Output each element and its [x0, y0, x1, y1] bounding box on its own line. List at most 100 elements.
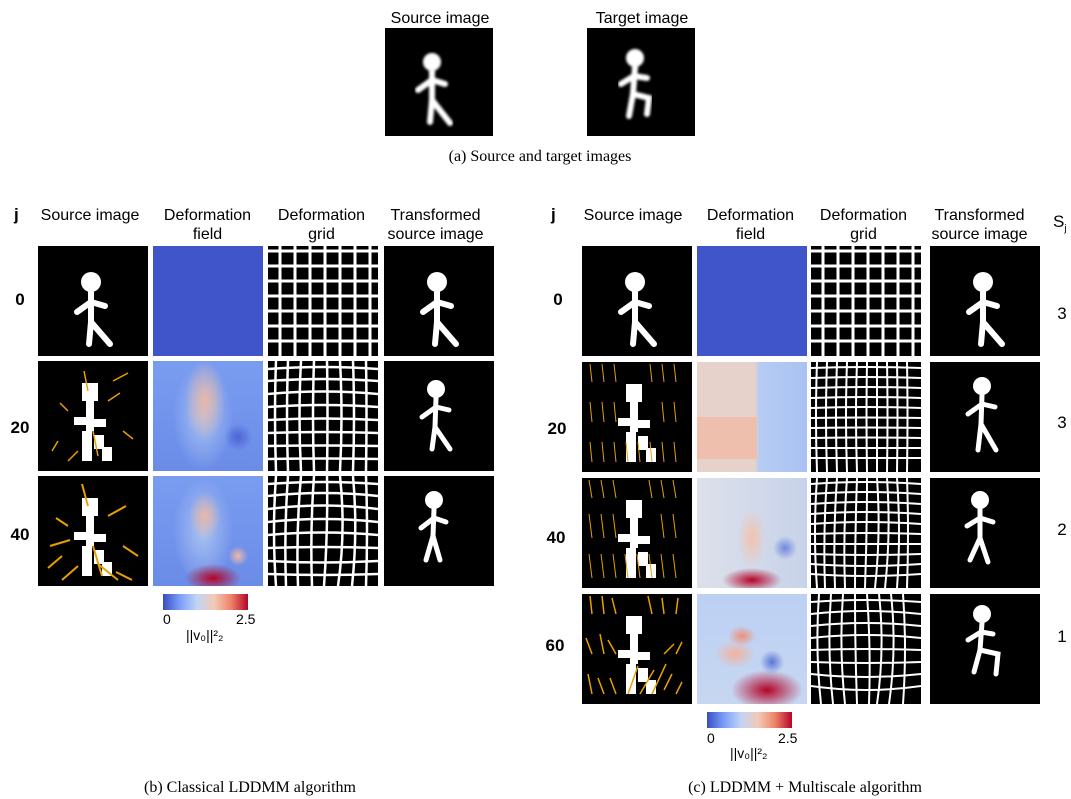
- c-col-transformed: Transformed source image: [922, 206, 1037, 244]
- b-row-label-40: 40: [10, 525, 30, 544]
- c-col-transformed-l2: source image: [931, 226, 1028, 243]
- b-field-40: [153, 476, 263, 586]
- b-colorbar-label: ||v₀||²₂: [186, 627, 224, 643]
- pixelated-figure-with-arrows: [51, 370, 134, 462]
- c-source-0: [582, 246, 692, 356]
- stick-figure-target: [618, 49, 653, 119]
- pixelated-figure-with-arrows: [47, 483, 139, 581]
- pixelated-figure-with-arrows: [588, 479, 677, 579]
- stick-figure: [965, 605, 1001, 677]
- b-grid-0: [268, 246, 378, 356]
- c-col-source: Source image: [583, 207, 683, 224]
- b-source-0: [38, 246, 148, 356]
- deformation-grid: [268, 476, 378, 586]
- b-field-20: [153, 361, 263, 471]
- c-source-40: [582, 478, 692, 588]
- pixelated-figure-with-arrows: [589, 363, 677, 463]
- c-source-60: [582, 594, 692, 704]
- b-transformed-0: [384, 246, 494, 356]
- c-grid-60: [811, 594, 921, 704]
- target-image: [587, 28, 695, 136]
- c-row-label-40: 40: [546, 528, 566, 547]
- c-s-header: Sj: [1053, 212, 1067, 234]
- b-col-grid-l1: Deformation: [277, 207, 366, 224]
- caption-c: (c) LDDMM + Multiscale algorithm: [688, 779, 922, 796]
- b-row-label-20: 20: [10, 418, 30, 437]
- b-col-grid-l2: grid: [308, 226, 335, 243]
- b-grid-40: [268, 476, 378, 586]
- b-col-source: Source image: [40, 207, 140, 224]
- b-col-grid: Deformation grid: [264, 206, 379, 244]
- stick-figure: [618, 272, 657, 347]
- source-image: [385, 28, 493, 136]
- c-col-transformed-l1: Transformed: [934, 207, 1025, 224]
- source-image-label: Source image: [390, 10, 490, 27]
- c-col-field-l1: Deformation: [706, 207, 795, 224]
- deformation-grid: [268, 246, 378, 356]
- c-row-label-60: 60: [545, 636, 565, 655]
- b-grid-20: [268, 361, 378, 471]
- c-colorbar-max: 2.5: [778, 730, 798, 746]
- caption-b: (b) Classical LDDMM algorithm: [144, 779, 356, 796]
- b-col-transformed: Transformed source image: [378, 206, 493, 244]
- target-image-label: Target image: [595, 10, 689, 27]
- c-transformed-20: [930, 362, 1040, 472]
- c-grid-40: [811, 478, 921, 588]
- c-colorbar: [707, 712, 792, 728]
- b-source-40: [38, 476, 148, 586]
- c-field-20-red-band: [697, 417, 757, 459]
- c-transformed-40: [930, 478, 1040, 588]
- c-field-40: [697, 478, 807, 588]
- b-transformed-40: [384, 476, 494, 586]
- c-s-value-3: 1: [1057, 627, 1067, 646]
- stick-figure-source: [415, 53, 453, 126]
- deformation-grid: [811, 478, 921, 588]
- b-col-field: Deformation field: [150, 206, 265, 244]
- deformation-grid: [811, 246, 921, 356]
- c-col-grid-l2: grid: [850, 226, 877, 243]
- c-s-header-sub: j: [1064, 223, 1067, 235]
- b-transformed-20: [384, 361, 494, 471]
- c-colorbar-label: ||v₀||²₂: [730, 745, 768, 761]
- b-col-field-l2: field: [192, 226, 223, 243]
- b-j-header: j: [14, 205, 19, 224]
- c-j-header: j: [551, 205, 556, 224]
- c-row-label-0: 0: [553, 290, 563, 309]
- stick-figure: [965, 377, 999, 453]
- stick-figure: [419, 380, 453, 452]
- c-col-grid-l1: Deformation: [819, 207, 908, 224]
- b-colorbar: [163, 594, 248, 610]
- c-field-0: [697, 246, 807, 356]
- c-field-20: [697, 362, 807, 472]
- c-transformed-60: [930, 594, 1040, 704]
- stick-figure: [74, 272, 113, 347]
- b-source-20: [38, 361, 148, 471]
- c-col-grid: Deformation grid: [806, 206, 921, 244]
- c-col-field: Deformation field: [693, 206, 808, 244]
- stick-figure: [420, 272, 459, 347]
- c-s-value-0: 3: [1057, 304, 1067, 323]
- c-transformed-0: [930, 246, 1040, 356]
- b-row-label-0: 0: [15, 290, 25, 309]
- deformation-grid: [811, 594, 921, 704]
- b-col-field-l1: Deformation: [163, 207, 252, 224]
- stick-figure: [964, 491, 996, 565]
- c-s-header-main: S: [1053, 212, 1065, 231]
- b-colorbar-max: 2.5: [236, 611, 256, 627]
- caption-a: (a) Source and target images: [448, 148, 632, 165]
- stick-figure: [966, 272, 1005, 347]
- deformation-grid: [811, 362, 921, 472]
- c-grid-0: [811, 246, 921, 356]
- b-colorbar-min: 0: [163, 611, 171, 627]
- c-source-20: [582, 362, 692, 472]
- c-s-value-2: 2: [1057, 520, 1067, 539]
- pixelated-figure-with-arrows: [585, 595, 683, 695]
- c-s-value-1: 3: [1057, 413, 1067, 432]
- c-col-field-l2: field: [735, 226, 766, 243]
- b-col-transformed-l1: Transformed: [390, 207, 481, 224]
- c-row-label-20: 20: [547, 419, 567, 438]
- c-field-60: [697, 594, 807, 704]
- stick-figure: [418, 491, 449, 563]
- b-col-transformed-l2: source image: [387, 226, 484, 243]
- deformation-grid: [268, 361, 378, 471]
